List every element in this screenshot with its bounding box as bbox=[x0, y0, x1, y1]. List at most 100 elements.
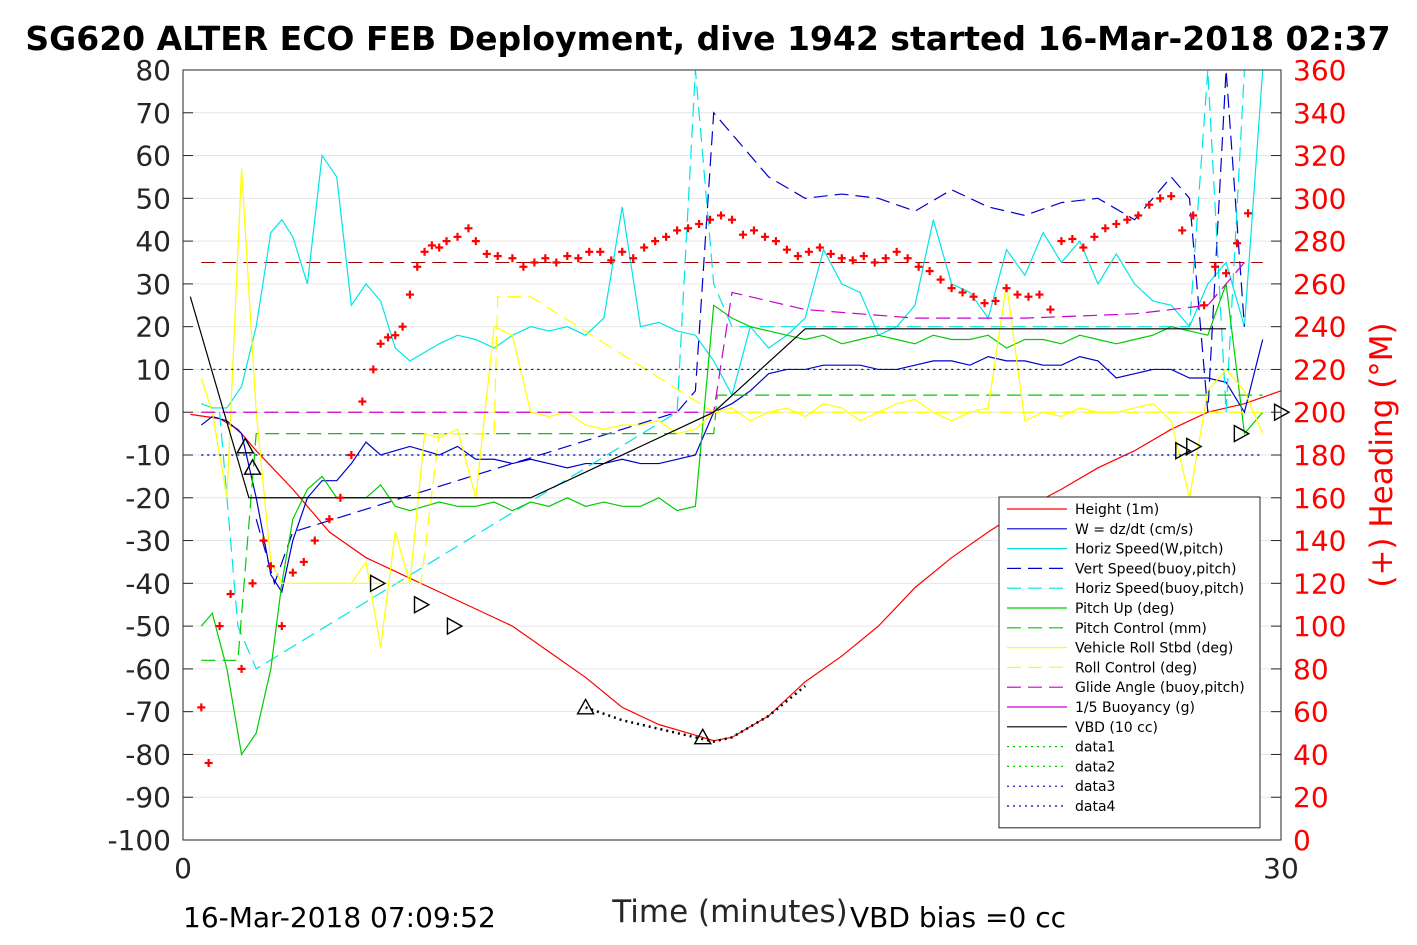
heading-point bbox=[347, 451, 356, 459]
series-horiz-speed-w-pitch bbox=[201, 69, 1264, 409]
left-tick-label: -20 bbox=[125, 482, 171, 515]
heading-point bbox=[1035, 290, 1044, 299]
heading-point bbox=[508, 254, 517, 263]
heading-point bbox=[563, 252, 572, 261]
heading-point bbox=[376, 339, 385, 348]
dotted-segment bbox=[585, 685, 806, 743]
legend-label: W = dz/dt (cm/s) bbox=[1075, 522, 1194, 538]
heading-point bbox=[1068, 234, 1077, 243]
heading-point bbox=[1013, 290, 1022, 299]
right-tick-label: 220 bbox=[1293, 353, 1346, 386]
legend-label: Roll Control (deg) bbox=[1075, 660, 1197, 676]
heading-point bbox=[519, 262, 528, 271]
legend-label: 1/5 Buoyancy (g) bbox=[1075, 700, 1195, 716]
heading-point bbox=[596, 247, 605, 256]
legend-label: Height (1m) bbox=[1075, 502, 1159, 518]
x-tick-label: 0 bbox=[174, 852, 192, 885]
heading-point bbox=[420, 247, 429, 256]
heading-point bbox=[1167, 192, 1176, 201]
triangle-marker bbox=[1186, 437, 1203, 456]
heading-point bbox=[248, 579, 257, 588]
left-axis-ticks: 80 70 60 50 40 30 20 10 0 -10 -20 -30 -40 -50 -60 -70 -8… bbox=[107, 54, 193, 857]
heading-point bbox=[881, 254, 890, 263]
left-tick-label: 40 bbox=[135, 225, 171, 258]
heading-point bbox=[947, 284, 956, 293]
heading-point bbox=[651, 237, 660, 246]
legend-label: data3 bbox=[1075, 779, 1115, 795]
heading-point bbox=[662, 232, 671, 241]
markers-layer bbox=[197, 192, 1291, 767]
heading-point bbox=[369, 365, 378, 374]
triangle-marker bbox=[1233, 424, 1251, 443]
heading-point bbox=[482, 249, 491, 258]
left-tick-label: -70 bbox=[125, 696, 171, 729]
right-tick-label: 80 bbox=[1293, 653, 1329, 686]
legend-label: data2 bbox=[1075, 759, 1115, 775]
left-tick-label: 20 bbox=[135, 311, 171, 344]
heading-point bbox=[336, 493, 345, 502]
heading-point bbox=[383, 333, 392, 342]
x-tick-label: 30 bbox=[1263, 852, 1299, 885]
heading-point bbox=[204, 759, 213, 767]
legend-box bbox=[998, 496, 1261, 829]
x-axis-label: Time (minutes) bbox=[611, 894, 847, 930]
heading-point bbox=[640, 243, 649, 252]
heading-point bbox=[391, 331, 400, 340]
heading-point bbox=[717, 211, 726, 220]
heading-point bbox=[1189, 211, 1198, 220]
left-tick-label: -90 bbox=[125, 781, 171, 814]
left-tick-label: -40 bbox=[125, 567, 171, 600]
heading-point bbox=[541, 254, 550, 263]
series-w-dz-dt-cm-s bbox=[200, 339, 1264, 594]
legend-label: Pitch Control (mm) bbox=[1075, 621, 1207, 637]
heading-point bbox=[892, 247, 901, 256]
legend-label: Horiz Speed(W,pitch) bbox=[1075, 542, 1223, 558]
right-tick-label: 300 bbox=[1293, 182, 1346, 215]
heading-point bbox=[706, 215, 715, 224]
right-tick-label: 100 bbox=[1293, 610, 1346, 643]
heading-point bbox=[1046, 305, 1055, 314]
left-tick-label: 70 bbox=[135, 97, 171, 130]
legend-label: Pitch Up (deg) bbox=[1075, 601, 1174, 617]
left-tick-label: -10 bbox=[125, 439, 171, 472]
heading-point bbox=[197, 703, 206, 712]
right-tick-label: 40 bbox=[1293, 738, 1329, 771]
left-tick-label: -60 bbox=[125, 653, 171, 686]
heading-point bbox=[1145, 200, 1154, 209]
right-tick-label: 20 bbox=[1293, 781, 1329, 814]
heading-point bbox=[259, 536, 268, 545]
triangle-marker bbox=[369, 574, 387, 593]
series-vert-speed-buoy-pitch bbox=[255, 69, 1245, 586]
left-tick-label: -50 bbox=[125, 610, 171, 643]
right-tick-label: 140 bbox=[1293, 525, 1346, 558]
heading-point bbox=[969, 292, 978, 301]
right-tick-label: 120 bbox=[1293, 567, 1346, 600]
heading-point bbox=[793, 252, 802, 261]
heading-point bbox=[991, 297, 1000, 305]
heading-point bbox=[914, 262, 923, 271]
heading-point bbox=[237, 664, 246, 673]
left-tick-label: -100 bbox=[107, 824, 171, 857]
heading-point bbox=[925, 267, 934, 276]
triangle-marker bbox=[693, 727, 712, 745]
heading-point bbox=[413, 262, 422, 271]
right-tick-label: 180 bbox=[1293, 439, 1346, 472]
heading-point bbox=[618, 247, 627, 256]
right-tick-label: 0 bbox=[1293, 824, 1311, 857]
heading-point bbox=[815, 243, 824, 252]
heading-point bbox=[1156, 194, 1165, 203]
heading-point bbox=[738, 230, 747, 239]
footer-timestamp: 16-Mar-2018 07:09:52 bbox=[183, 901, 496, 934]
heading-point bbox=[471, 237, 480, 246]
right-tick-label: 340 bbox=[1293, 97, 1346, 130]
heading-point bbox=[684, 224, 693, 233]
right-axis-label: (+) Heading (°M) bbox=[1364, 322, 1400, 587]
heading-point bbox=[837, 254, 846, 263]
triangle-marker bbox=[236, 437, 255, 454]
heading-point bbox=[673, 226, 682, 235]
series-roll-control-deg bbox=[311, 296, 1263, 584]
heading-point bbox=[782, 245, 791, 254]
heading-point bbox=[771, 237, 780, 246]
heading-point bbox=[226, 590, 235, 599]
heading-point bbox=[958, 288, 967, 297]
